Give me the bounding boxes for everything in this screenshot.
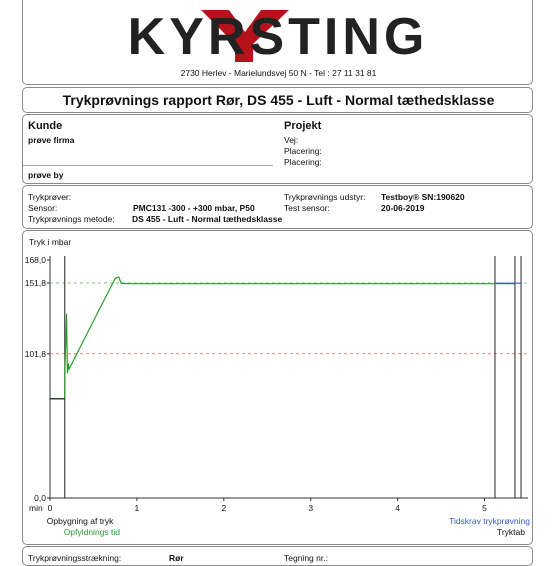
project-heading: Projekt: [284, 120, 322, 132]
project-placement-label-1: Placering:: [284, 146, 322, 156]
customer-city: prøve by: [28, 170, 64, 180]
customer-firm: prøve firma: [28, 135, 75, 145]
equipment-label: Trykprøvnings udstyr:: [284, 192, 366, 202]
x-tick-label: 1: [135, 503, 140, 513]
annotation-build-up: Opbygning af tryk: [47, 516, 114, 526]
test-sensor-value: 20-06-2019: [381, 203, 425, 213]
project-placement-label-2: Placering:: [284, 157, 322, 167]
pressure-chart-box: Tryk i mbar 168,0 151,8 101,8 0,0 0 1 2 3 4 5 min Op…: [22, 230, 533, 545]
report-header: KYRSTING 2730 Herlev - Marielundsvej 50 …: [22, 0, 533, 85]
x-axis-label: min: [29, 503, 43, 513]
sensor-value: PMC131 -300 - +300 mbar, P50: [133, 203, 255, 213]
footer-box: Trykprøvningsstrækning: Rør Tegning nr.:: [22, 546, 533, 566]
test-sensor-label: Test sensor:: [284, 203, 330, 213]
annotation-fill-time: Opfyldnings tid: [64, 527, 120, 537]
logo-text: KYRSTING: [128, 8, 429, 64]
title-box: Trykprøvnings rapport Rør, DS 455 - Luft…: [22, 87, 533, 113]
sensor-label: Sensor:: [28, 203, 58, 213]
y-tick-label: 101,8: [25, 349, 47, 359]
y-axis-label: Tryk i mbar: [29, 237, 71, 247]
company-address: 2730 Herlev - Marielundsvej 50 N - Tel :…: [180, 68, 377, 78]
y-tick-label: 151,8: [25, 278, 47, 288]
customer-divider: [23, 165, 273, 166]
annotation-time-requirement: Tidskrav trykprøvning: [449, 516, 530, 526]
x-tick-label: 5: [482, 503, 487, 513]
x-tick-label: 0: [48, 503, 53, 513]
project-road-label: Vej:: [284, 135, 299, 145]
section-value: Rør: [169, 553, 184, 563]
annotation-pressure-loss: Tryktab: [497, 527, 525, 537]
pressure-chart: Tryk i mbar 168,0 151,8 101,8 0,00 1 2 3 4 5 min Op…: [25, 237, 531, 537]
y-tick-label: 0,0: [34, 493, 46, 503]
equipment-value: Testboy® SN:190620: [381, 192, 465, 202]
x-tick-label: 4: [395, 503, 400, 513]
tester-label: Trykprøver:: [28, 192, 72, 202]
x-tick-label: 3: [308, 503, 313, 513]
kyrsting-logo: KYRSTING: [128, 8, 429, 64]
series-line: [50, 276, 515, 400]
report-title: Trykprøvnings rapport Rør, DS 455 - Luft…: [62, 92, 495, 108]
test-info-box: Trykprøver: Sensor: PMC131 -300 - +300 m…: [22, 185, 533, 229]
y-tick-label: 168,0: [25, 255, 47, 265]
customer-heading: Kunde: [28, 120, 63, 132]
section-label: Trykprøvningsstrækning:: [28, 553, 122, 563]
drawing-number-label: Tegning nr.:: [284, 553, 328, 563]
method-label: Trykprøvnings metode:: [28, 214, 115, 224]
method-value: DS 455 - Luft - Normal tæthedsklasse: [132, 214, 283, 224]
customer-project-box: Kunde prøve firma prøve by Projekt Vej: …: [22, 114, 533, 184]
x-tick-label: 2: [221, 503, 226, 513]
